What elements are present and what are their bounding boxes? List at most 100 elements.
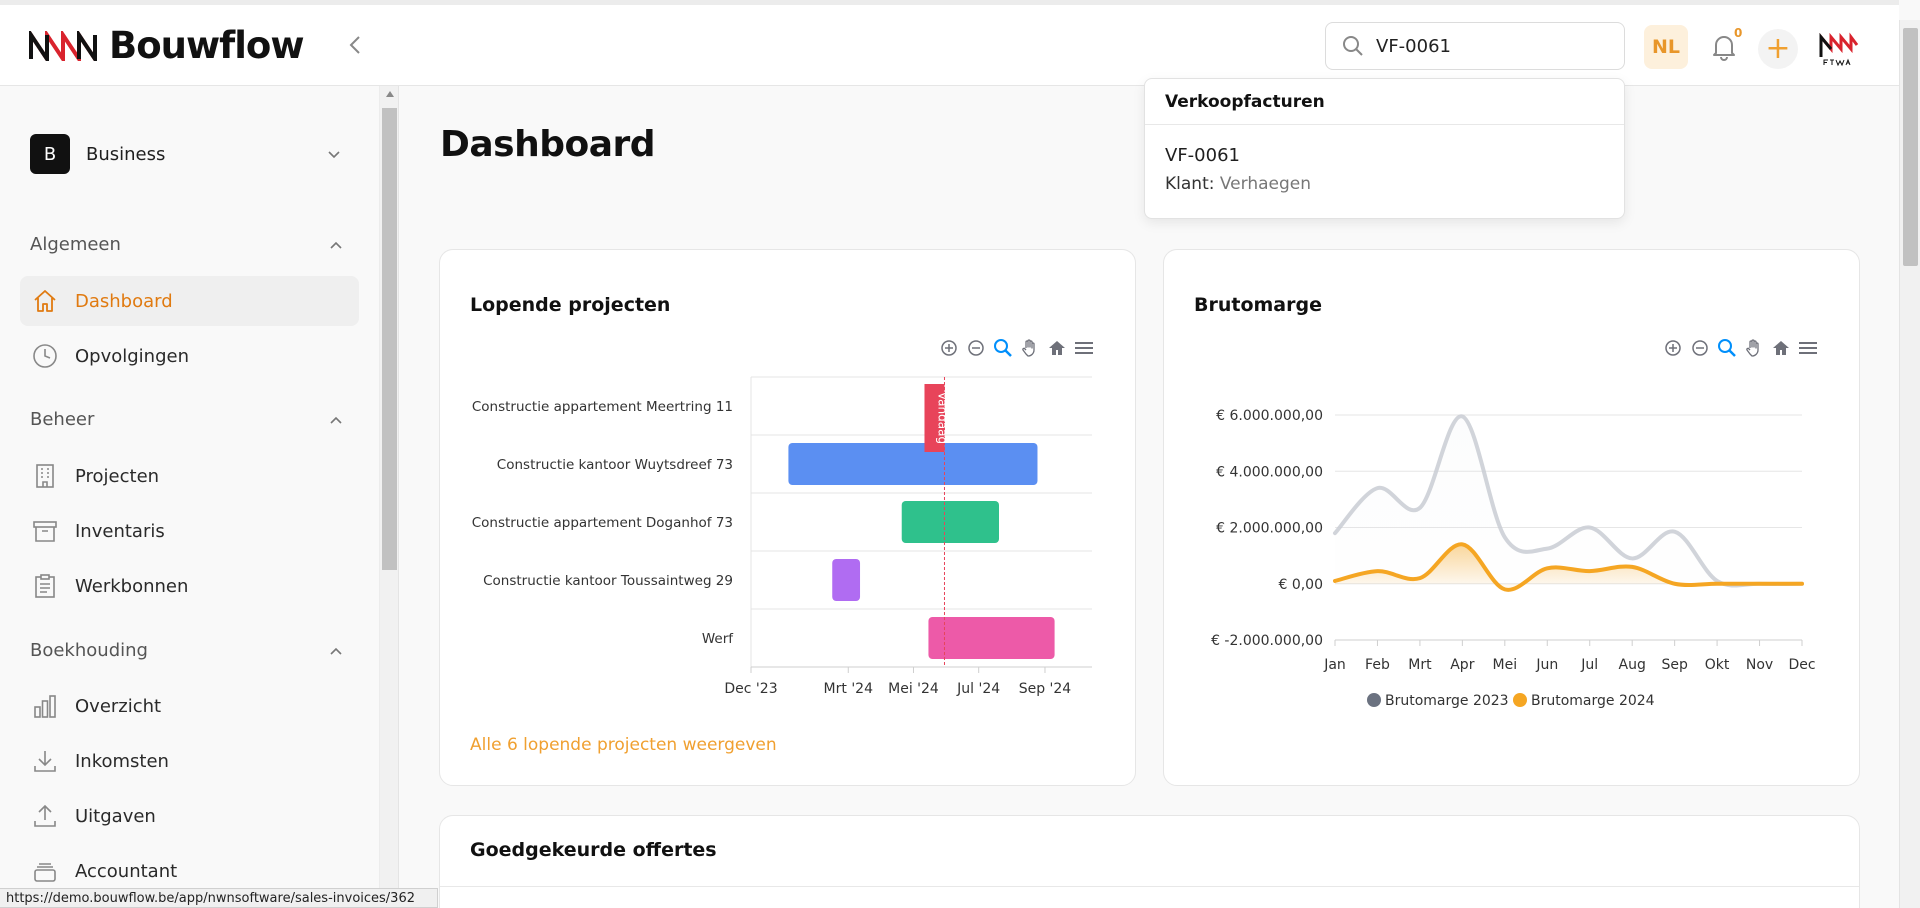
chevron-down-icon (328, 151, 340, 159)
task-bar (832, 559, 861, 601)
sidebar-scrollbar-thumb[interactable] (382, 108, 397, 570)
x-tick-label: Mei '24 (888, 681, 939, 697)
category-label: Constructie appartement Meertring 11 (472, 399, 733, 415)
legend-marker (1367, 693, 1381, 707)
workspace-selector[interactable]: B Business (30, 134, 350, 174)
menu-icon[interactable] (1796, 336, 1819, 359)
menu-icon[interactable] (1072, 336, 1095, 359)
sidebar-item-dashboard[interactable]: Dashboard (20, 276, 359, 326)
x-tick-label: Dec (1788, 657, 1815, 673)
sidebar-item-uitgaven[interactable]: Uitgaven (20, 791, 359, 841)
search-results-dropdown: Verkoopfacturen VF-0061 Klant: Verhaegen (1144, 78, 1625, 219)
sidebar-item-label: Accountant (75, 860, 178, 882)
search-input[interactable] (1376, 35, 1606, 57)
search-result-item[interactable]: VF-0061 Klant: Verhaegen (1145, 125, 1624, 194)
status-bar-url: https://demo.bouwflow.be/app/nwnsoftware… (0, 888, 438, 908)
chart-toolbar (1661, 336, 1819, 359)
x-tick-label: Mrt '24 (824, 681, 874, 697)
series-line (1333, 542, 1804, 592)
section-title-beheer[interactable]: Beheer (30, 409, 95, 430)
all-projects-link[interactable]: Alle 6 lopende projecten weergeven (470, 735, 777, 755)
company-logo[interactable] (1818, 31, 1860, 67)
selection-zoom-icon[interactable] (1715, 336, 1738, 359)
today-label: Vandaag (935, 392, 949, 444)
main-scrollbar[interactable] (1899, 20, 1920, 908)
card-title: Goedgekeurde offertes (470, 839, 717, 861)
brutomarge-card: Brutomarge € 6.000.000,00 € 4.000.000,00 €… (1163, 249, 1860, 786)
x-tick-label: Sep (1661, 657, 1688, 673)
x-tick-label: Mei (1493, 657, 1518, 673)
notifications-button[interactable] (1711, 33, 1737, 61)
sidebar-item-label: Werkbonnen (75, 575, 189, 597)
reset-home-icon[interactable] (1045, 336, 1068, 359)
card-title: Brutomarge (1194, 294, 1322, 316)
section-title-boekhouding[interactable]: Boekhouding (30, 640, 148, 661)
selection-zoom-icon[interactable] (991, 336, 1014, 359)
collapse-sidebar-button[interactable] (344, 33, 368, 57)
card-title: Lopende projecten (470, 294, 671, 316)
dropdown-heading: Verkoopfacturen (1145, 79, 1624, 125)
pan-hand-icon[interactable] (1018, 336, 1041, 359)
bell-icon (1713, 36, 1735, 61)
y-tick-label: € 6.000.000,00 (1216, 408, 1323, 424)
brand-name: Bouwflow (109, 24, 305, 67)
sidebar-item-inkomsten[interactable]: Inkomsten (20, 736, 359, 786)
chevron-left-icon (349, 36, 360, 54)
category-label: Constructie kantoor Toussaintweg 29 (483, 573, 733, 589)
pan-hand-icon[interactable] (1742, 336, 1765, 359)
series-area (1335, 544, 1802, 590)
brutomarge-chart: € 6.000.000,00 € 4.000.000,00 € 2.000.000,… (1211, 408, 1815, 709)
x-tick-label: Nov (1746, 657, 1773, 673)
sidebar-item-projecten[interactable]: Projecten (20, 451, 359, 501)
home-icon (30, 286, 60, 316)
sidebar-item-inventaris[interactable]: Inventaris (20, 506, 359, 556)
x-tick-label: Jan (1323, 657, 1346, 673)
clipboard-icon (30, 571, 60, 601)
language-button[interactable]: NL (1644, 25, 1688, 69)
invoice-number: VF-0061 (1165, 145, 1240, 166)
x-tick-label: Aug (1619, 657, 1646, 673)
chart-toolbar (937, 336, 1095, 359)
sidebar-item-overzicht[interactable]: Overzicht (20, 681, 359, 731)
zoom-out-icon[interactable] (964, 336, 987, 359)
card-divider (440, 886, 1859, 887)
y-tick-label: € -2.000.000,00 (1211, 633, 1323, 649)
zoom-out-icon[interactable] (1688, 336, 1711, 359)
y-tick-label: € 2.000.000,00 (1216, 521, 1323, 537)
sidebar-item-label: Inventaris (75, 520, 165, 542)
upload-icon (30, 801, 60, 831)
download-icon (30, 746, 60, 776)
sidebar-scrollbar[interactable] (380, 86, 399, 908)
archive-icon (30, 516, 60, 546)
search-box[interactable] (1325, 22, 1625, 70)
x-tick-label: Sep '24 (1019, 681, 1072, 697)
sidebar-item-label: Uitgaven (75, 805, 156, 827)
legend-label: Brutomarge 2023 (1385, 693, 1509, 709)
reset-home-icon[interactable] (1769, 336, 1792, 359)
clock-icon (30, 341, 60, 371)
sidebar-item-label: Inkomsten (75, 750, 169, 772)
chevron-up-icon[interactable] (328, 644, 344, 660)
x-tick-label: Dec '23 (724, 681, 777, 697)
category-label: Constructie appartement Doganhof 73 (472, 515, 733, 531)
sidebar-item-label: Dashboard (75, 290, 173, 312)
today-marker (924, 384, 945, 452)
sidebar-item-accountant[interactable]: Accountant (20, 846, 359, 896)
y-tick-label: € 4.000.000,00 (1216, 464, 1323, 480)
chevron-up-icon[interactable] (328, 238, 344, 254)
sidebar-item-opvolgingen[interactable]: Opvolgingen (20, 331, 359, 381)
sidebar-item-werkbonnen[interactable]: Werkbonnen (20, 561, 359, 611)
chevron-up-icon[interactable] (328, 413, 344, 429)
section-title-algemeen[interactable]: Algemeen (30, 234, 121, 255)
brand-logo[interactable]: Bouwflow (29, 24, 305, 67)
add-button[interactable]: + (1758, 29, 1798, 69)
main-scrollbar-thumb[interactable] (1903, 28, 1918, 266)
zoom-in-icon[interactable] (937, 336, 960, 359)
task-bar (901, 501, 999, 543)
scroll-up-arrow-icon[interactable] (386, 91, 394, 97)
sidebar-item-label: Projecten (75, 465, 160, 487)
category-label: Constructie kantoor Wuytsdreef 73 (497, 457, 733, 473)
building-icon (30, 461, 60, 491)
x-tick-label: Jul (1580, 657, 1598, 673)
zoom-in-icon[interactable] (1661, 336, 1684, 359)
